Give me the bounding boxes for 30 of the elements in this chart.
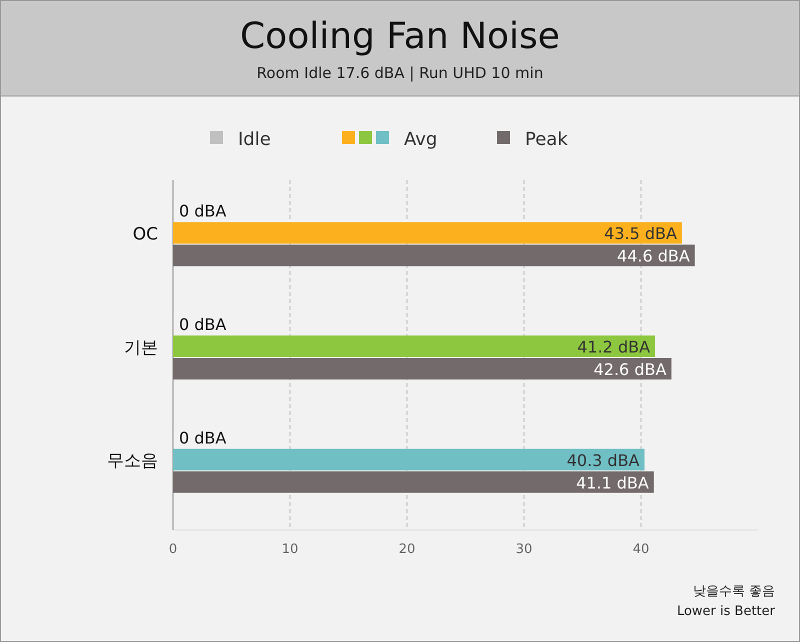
x-tick-label: 20 bbox=[398, 542, 416, 557]
x-tick-label: 30 bbox=[516, 542, 532, 557]
data-label: 0 dBA bbox=[179, 315, 226, 334]
data-label: 40.3 dBA bbox=[566, 450, 640, 470]
data-label: 41.1 dBA bbox=[576, 473, 649, 492]
data-label: 41.2 dBA bbox=[577, 338, 650, 356]
legend-label: Peak bbox=[525, 129, 568, 150]
y-tick-label: 무소음 bbox=[107, 451, 158, 472]
bar bbox=[173, 471, 654, 493]
y-tick-label: 기본 bbox=[124, 338, 158, 358]
bar bbox=[173, 358, 672, 380]
data-label: 43.5 dBA bbox=[604, 224, 677, 244]
x-tick-label: 0 bbox=[168, 542, 178, 557]
x-tick-label: 10 bbox=[282, 542, 298, 557]
bar bbox=[173, 336, 656, 357]
data-label: 42.6 dBA bbox=[594, 360, 666, 379]
chart-title: Cooling Fan Noise bbox=[240, 16, 560, 57]
legend-label: Idle bbox=[238, 129, 271, 150]
data-label: 44.6 dBA bbox=[617, 246, 690, 266]
chart-subtitle: Room Idle 17.6 dBA | Run UHD 10 min bbox=[256, 64, 544, 82]
bar bbox=[173, 448, 645, 470]
y-tick-label: OC bbox=[132, 224, 158, 244]
legend-label: Avg bbox=[404, 129, 438, 150]
data-label: 0 dBA bbox=[179, 202, 226, 221]
text: Lower is Better bbox=[676, 604, 776, 619]
bar bbox=[173, 222, 682, 244]
x-tick-label: 40 bbox=[632, 542, 650, 557]
bar bbox=[173, 244, 695, 266]
text: 낮을수록 좋음 bbox=[692, 584, 775, 599]
data-label: 0 dBA bbox=[179, 428, 226, 448]
